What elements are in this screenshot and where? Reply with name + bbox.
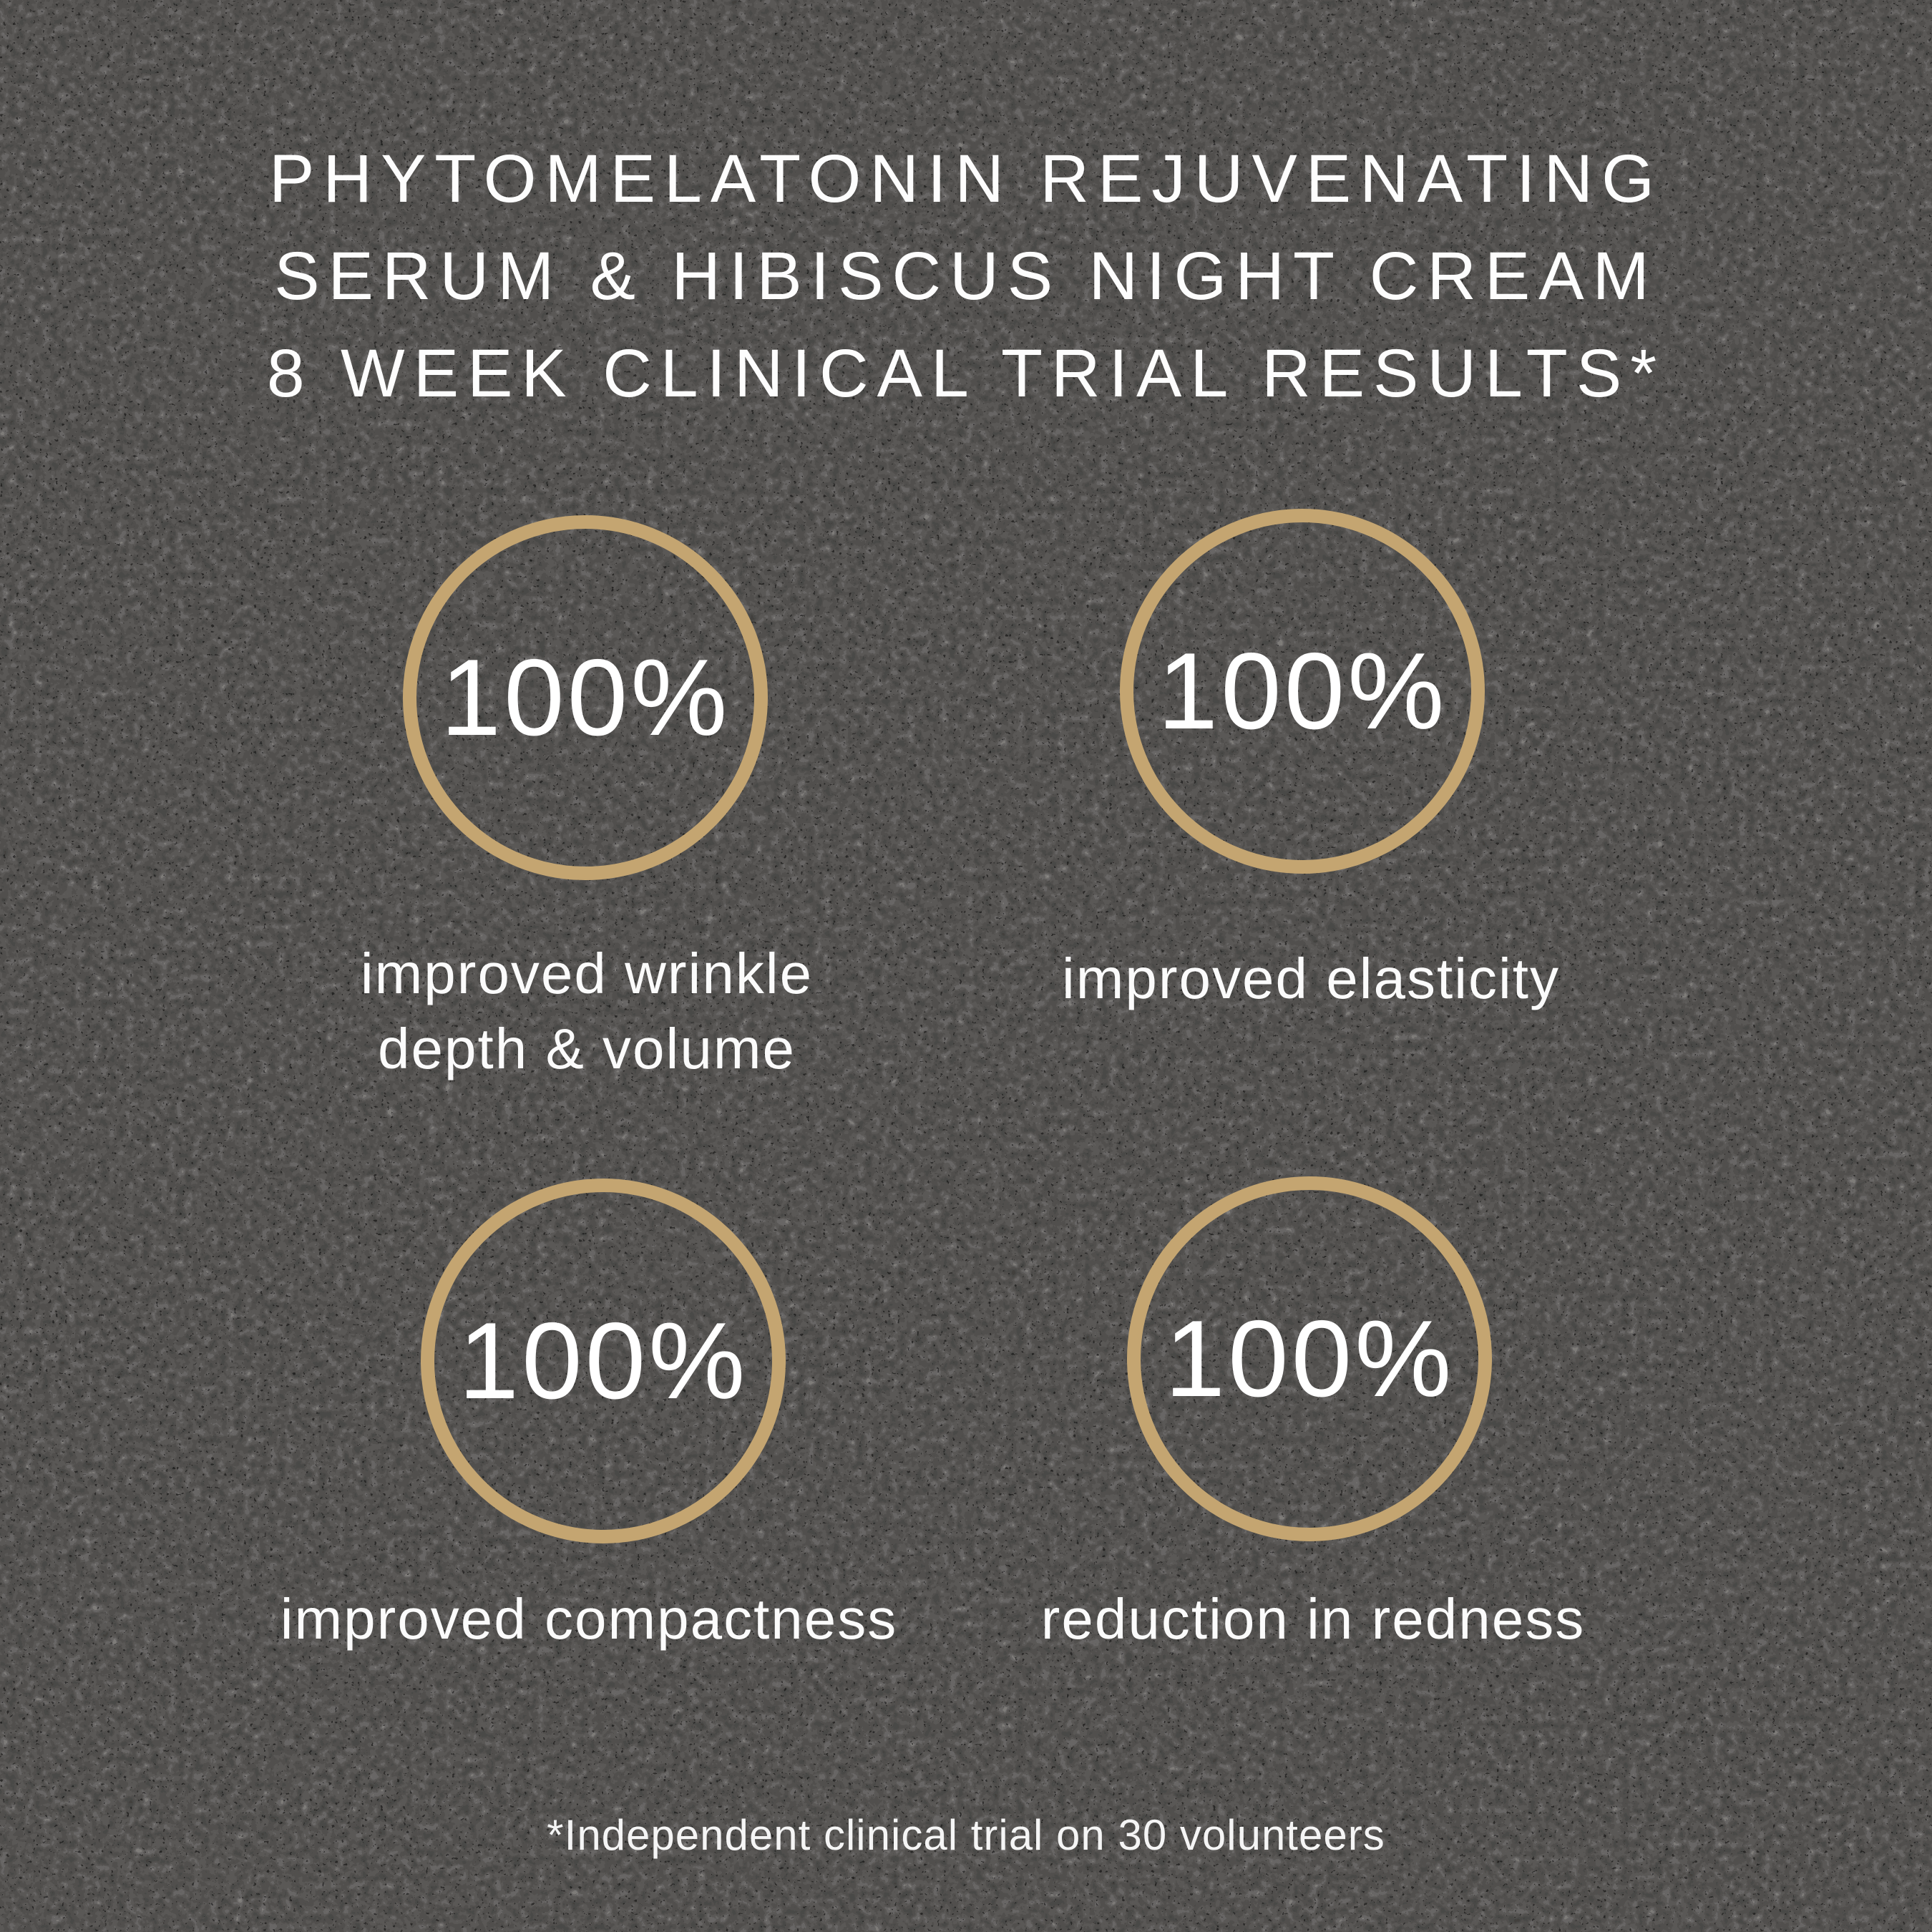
stat-ring-compactness: 100% bbox=[421, 1179, 786, 1543]
stat-value-redness: 100% bbox=[1164, 1297, 1455, 1420]
stat-label-redness: reduction in redness bbox=[955, 1581, 1671, 1657]
stat-label-line: depth & volume bbox=[378, 1017, 796, 1080]
page-title: PHYTOMELATONIN REJUVENATING SERUM & HIBI… bbox=[0, 130, 1932, 422]
stat-ring-elasticity: 100% bbox=[1120, 509, 1485, 874]
stat-label-compactness: improved compactness bbox=[231, 1581, 947, 1657]
stat-label-line: reduction in redness bbox=[1040, 1587, 1586, 1651]
stat-label-line: improved compactness bbox=[280, 1587, 898, 1651]
stat-label-wrinkle: improved wrinkle depth & volume bbox=[229, 936, 945, 1086]
stat-ring-wrinkle: 100% bbox=[403, 515, 768, 880]
stat-value-wrinkle: 100% bbox=[440, 636, 731, 758]
stat-ring-redness: 100% bbox=[1127, 1176, 1492, 1541]
stat-label-line: improved elasticity bbox=[1061, 947, 1560, 1010]
title-line-1: PHYTOMELATONIN REJUVENATING bbox=[268, 141, 1664, 217]
stat-value-elasticity: 100% bbox=[1157, 630, 1448, 752]
stat-label-elasticity: improved elasticity bbox=[953, 941, 1669, 1016]
title-line-2: SERUM & HIBISCUS NIGHT CREAM bbox=[274, 238, 1658, 314]
title-line-3: 8 WEEK CLINICAL TRIAL RESULTS* bbox=[266, 336, 1666, 411]
footnote: *Independent clinical trial on 30 volunt… bbox=[547, 1811, 1385, 1859]
stat-value-compactness: 100% bbox=[458, 1299, 748, 1422]
stat-label-line: improved wrinkle bbox=[360, 942, 814, 1005]
